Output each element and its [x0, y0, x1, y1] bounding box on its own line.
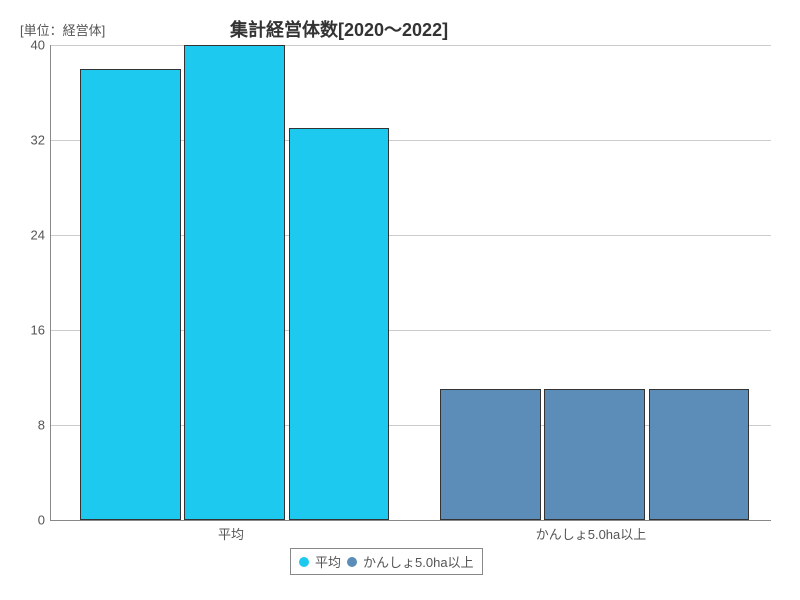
- xtick-label: かんしょ5.0ha以上: [536, 524, 647, 543]
- legend-label: かんしょ5.0ha以上: [363, 552, 474, 571]
- bar: [80, 69, 181, 520]
- chart-title: 集計経営体数[2020～2022]: [230, 16, 448, 42]
- ytick-label: 0: [38, 513, 45, 528]
- legend-label: 平均: [315, 552, 341, 571]
- ytick-label: 40: [31, 38, 45, 53]
- legend-marker: [347, 557, 357, 567]
- bar: [184, 45, 285, 520]
- ytick-label: 8: [38, 418, 45, 433]
- legend: 平均 かんしょ5.0ha以上: [290, 548, 483, 575]
- ytick-label: 16: [31, 323, 45, 338]
- bar: [440, 389, 541, 520]
- legend-marker: [299, 557, 309, 567]
- bar: [544, 389, 645, 520]
- plot-area: 0816243240平均かんしょ5.0ha以上: [50, 45, 771, 521]
- ytick-label: 32: [31, 133, 45, 148]
- unit-label: [単位：経営体]: [20, 20, 105, 39]
- ytick-label: 24: [31, 228, 45, 243]
- bar: [289, 128, 390, 520]
- bar: [649, 389, 750, 520]
- xtick-label: 平均: [218, 524, 244, 543]
- gridline: [51, 45, 771, 46]
- chart-container: [単位：経営体] 集計経営体数[2020～2022] 0816243240平均か…: [0, 0, 800, 600]
